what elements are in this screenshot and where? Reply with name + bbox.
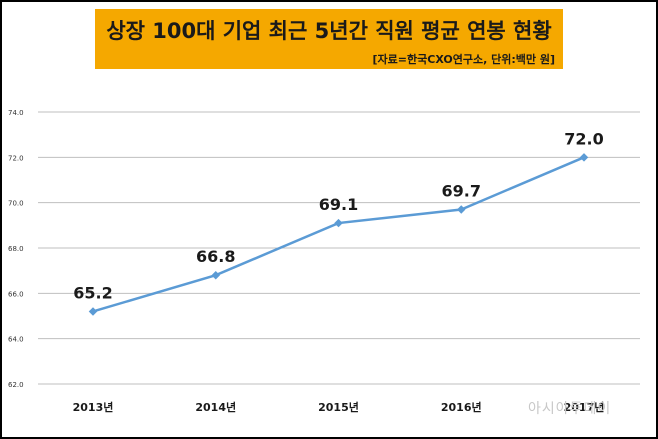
gridlines: [38, 111, 640, 385]
data-label: 66.8: [196, 247, 235, 266]
data-labels: 65.2 66.8 69.1 69.7 72.0: [73, 129, 603, 302]
data-point: [211, 270, 220, 280]
data-point: [334, 218, 343, 228]
data-label: 69.7: [442, 181, 481, 200]
y-tick-label: 72.0: [8, 154, 24, 162]
data-point: [457, 205, 466, 214]
y-axis-ticks: 62.0 64.0 66.0 68.0 70.0 72.0 74.0: [8, 109, 24, 389]
data-point: [579, 153, 589, 162]
y-tick-label: 62.0: [8, 381, 24, 389]
chart-title: 상장 100대 기업 최근 5년간 직원 평균 연봉 현황: [106, 19, 552, 43]
y-tick-label: 68.0: [8, 245, 24, 253]
x-tick-label: 2016년: [441, 400, 482, 414]
y-tick-label: 70.0: [8, 200, 24, 208]
watermark: 아시아투데이: [528, 401, 612, 417]
chart-source-note: [자료=한국CXO연구소, 단위:백만 원]: [372, 53, 555, 66]
data-label: 69.1: [319, 195, 358, 214]
y-tick-label: 74.0: [8, 109, 24, 117]
data-label: 72.0: [564, 129, 603, 148]
x-tick-label: 2017년: [564, 400, 605, 414]
y-tick-label: 64.0: [8, 336, 24, 344]
series-line: [88, 153, 589, 316]
data-point: [88, 307, 98, 316]
data-line: [92, 156, 585, 313]
x-tick-label: 2015년: [318, 400, 359, 414]
y-tick-label: 66.0: [8, 290, 24, 298]
title-box: 상장 100대 기업 최근 5년간 직원 평균 연봉 현황 [자료=한국CXO연…: [95, 9, 563, 69]
x-tick-label: 2013년: [73, 400, 114, 414]
data-label: 65.2: [73, 283, 112, 302]
x-tick-label: 2014년: [195, 400, 236, 414]
x-axis-ticks: 2013년 2014년 2015년 2016년 2017년: [73, 400, 605, 414]
